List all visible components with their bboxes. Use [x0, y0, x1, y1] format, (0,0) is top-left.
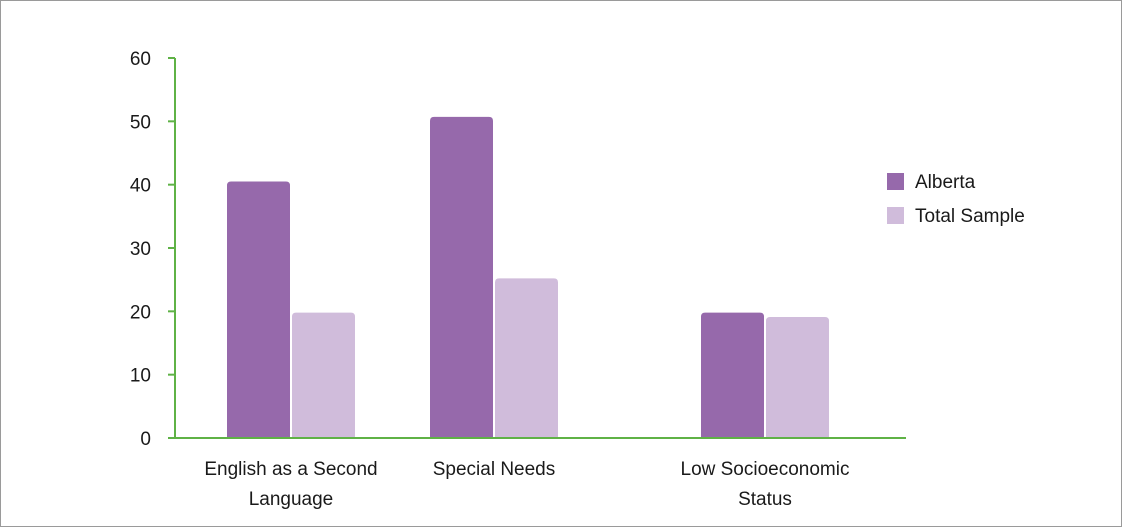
y-tick-label-50: 50 — [130, 112, 151, 133]
bar-total-sample-0 — [292, 312, 355, 438]
category-label-0-1: Language — [249, 489, 334, 510]
category-label-1-0: Special Needs — [433, 459, 556, 480]
bar-total-sample-1 — [495, 278, 558, 438]
category-label-2-0: Low Socioeconomic — [681, 459, 850, 480]
bar-alberta-2 — [701, 312, 764, 438]
legend-swatch-alberta — [887, 173, 904, 190]
y-tick-label-20: 20 — [130, 302, 151, 323]
y-tick-label-60: 60 — [130, 49, 151, 70]
y-tick-label-40: 40 — [130, 176, 151, 197]
legend-label-alberta: Alberta — [915, 172, 976, 193]
legend-label-total-sample: Total Sample — [915, 206, 1025, 227]
category-label-0-0: English as a Second — [204, 459, 377, 480]
category-label-2-1: Status — [738, 489, 792, 510]
y-tick-label-10: 10 — [130, 366, 151, 387]
bar-alberta-0 — [227, 181, 290, 438]
y-tick-label-30: 30 — [130, 239, 151, 260]
bar-alberta-1 — [430, 116, 493, 439]
legend-swatch-total-sample — [887, 207, 904, 224]
y-tick-label-0: 0 — [140, 429, 151, 450]
bar-total-sample-2 — [766, 317, 829, 438]
